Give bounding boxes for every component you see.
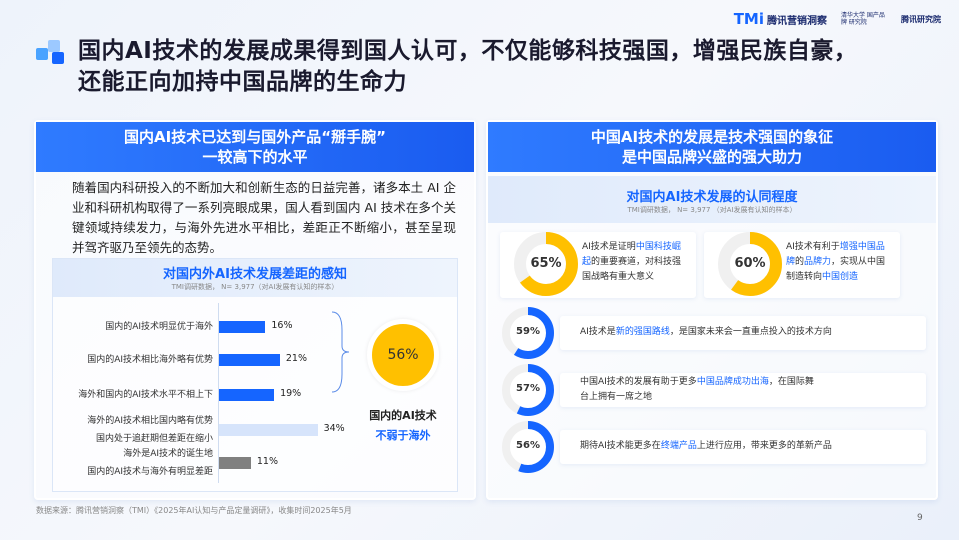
donut-value: 60% — [734, 256, 766, 271]
bar-label: 海外是AI技术的诞生地 国内的AI技术与海外有明显差距 — [87, 449, 213, 477]
donut-ring-icon — [502, 364, 554, 416]
donut-ring-icon — [502, 307, 554, 359]
bar-value: 19% — [280, 388, 302, 399]
left-header-line1: 国内AI技术已达到与国外产品“掰手腕” — [124, 128, 386, 146]
logos: TMi 腾讯营销洞察 清华大学 国产品牌 研究院 腾讯研究院 — [734, 10, 941, 28]
partner-logo: 清华大学 国产品牌 研究院 — [841, 12, 887, 26]
summary-line1: 国内的AI技术 — [369, 409, 437, 422]
title-line1: 国内AI技术的发展成果得到国人认可，不仅能够科技强国，增强民族自豪， — [78, 38, 858, 64]
bar-value: 16% — [271, 320, 293, 331]
left-body-text: 随着国内科研投入的不断加大和创新生态的日益完善，诸多本土 AI 企业和科研机构取… — [72, 180, 456, 255]
left-panel: 国内AI技术已达到与国外产品“掰手腕” 一较高下的水平 随着国内科研投入的不断加… — [34, 120, 476, 500]
bar-label: 国内的AI技术明显优于海外 — [105, 322, 213, 332]
bar — [219, 389, 275, 401]
page-number: 9 — [917, 513, 923, 523]
tmi-logo: TMi 腾讯营销洞察 — [734, 10, 827, 28]
donut-value: 59% — [516, 326, 540, 337]
gap-chart: 对国内外AI技术发展差距的感知 TMI调研数据， N= 3,977（对AI发展有… — [52, 258, 458, 492]
right-panel: 中国AI技术的发展是技术强国的象征 是中国品牌兴盛的强大助力 对国内AI技术发展… — [486, 120, 938, 500]
agree-card: 65% AI技术是证明中国科技崛起的重要赛道，对科技强国战略有重大意义 — [500, 232, 696, 298]
agree-chart-title: 对国内AI技术发展的认同程度 — [626, 190, 798, 205]
donut-value: 57% — [516, 383, 540, 394]
right-panel-header: 中国AI技术的发展是技术强国的象征 是中国品牌兴盛的强大助力 — [488, 122, 936, 172]
agree-chart-note: TMI调研数据， N= 3,977 （对AI发展有认知的样本） — [627, 206, 797, 214]
summary-line2: 不弱于海外 — [375, 429, 431, 442]
cubes-icon — [36, 40, 64, 64]
bar-label: 海外的AI技术相比国内略有优势 国内处于追赶期但差距在缩小 — [87, 416, 213, 444]
agree-card: 60% AI技术有利于增强中国品牌的品牌力，实现从中国制造转向中国创造 — [704, 232, 900, 298]
axis-line — [218, 303, 219, 483]
bar-value: 21% — [285, 353, 308, 364]
left-header-line2: 一较高下的水平 — [202, 148, 308, 166]
tmi-name: 腾讯营销洞察 — [767, 15, 827, 27]
card-text: AI技术是证明中国科技崛起的重要赛道，对科技强国战略有重大意义 — [582, 242, 682, 282]
gap-chart-note: TMI调研数据， N= 3,977（对AI发展有认知的样本） — [171, 283, 339, 291]
row-text: 中国AI技术的发展有助于更多中国品牌成功出海，在国际舞台上拥有一席之地 — [580, 377, 814, 402]
donut-ring-icon — [502, 421, 554, 473]
donut-value: 56% — [516, 440, 540, 451]
partner-name: 清华大学 国产品牌 研究院 — [841, 12, 885, 26]
data-source: 数据来源：腾讯营销洞察（TMI）《2025年AI认知与产品定量调研》，收集时间2… — [36, 506, 352, 515]
summary-value: 56% — [387, 347, 419, 363]
tri-name: 腾讯研究院 — [901, 14, 941, 24]
bar — [219, 354, 280, 366]
brace-icon — [331, 311, 350, 393]
title-line2: 还能正向加持中国品牌的生命力 — [78, 69, 407, 95]
bar-label: 国内的AI技术相比海外略有优势 — [87, 355, 213, 365]
card-text: AI技术有利于增强中国品牌的品牌力，实现从中国制造转向中国创造 — [786, 242, 886, 282]
bar-value: 34% — [323, 423, 345, 434]
bar — [219, 457, 251, 469]
donut-ring-icon — [718, 232, 782, 296]
right-header-line1: 中国AI技术的发展是技术强国的象征 — [590, 128, 834, 146]
bar-value: 11% — [256, 456, 279, 467]
page-title: 国内AI技术的发展成果得到国人认可，不仅能够科技强国，增强民族自豪， 还能正向加… — [78, 36, 857, 98]
right-header-line2: 是中国品牌兴盛的强大助力 — [621, 148, 802, 166]
donut-ring-icon — [514, 232, 578, 296]
bar — [219, 424, 318, 436]
gap-chart-title: 对国内外AI技术发展差距的感知 — [163, 267, 347, 282]
donut-value: 65% — [530, 256, 562, 271]
bar — [219, 321, 266, 333]
tri-logo: 腾讯研究院 — [901, 14, 941, 25]
summary-circle: 56% — [367, 319, 439, 391]
row-text: AI技术是新的强国路线，是国家未来会一直重点投入的技术方向 — [580, 327, 832, 337]
row-text: 期待AI技术能更多在终端产品上进行应用，带来更多的革新产品 — [580, 441, 832, 451]
left-panel-header: 国内AI技术已达到与国外产品“掰手腕” 一较高下的水平 — [36, 122, 474, 172]
bar-label: 海外和国内的AI技术水平不相上下 — [78, 390, 213, 400]
tmi-mark: TMi — [733, 10, 764, 28]
